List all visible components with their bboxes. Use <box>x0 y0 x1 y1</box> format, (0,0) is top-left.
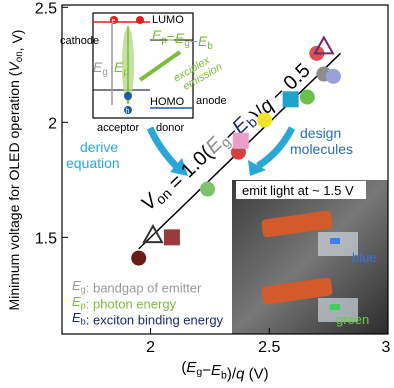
hole <box>124 92 132 100</box>
subscript: g <box>196 366 202 378</box>
subscript: on <box>14 51 25 62</box>
photo-label: green <box>336 312 369 327</box>
subscript: g <box>81 285 86 295</box>
point <box>142 224 164 244</box>
photo-label: blue <box>352 250 377 265</box>
text-part: )/ <box>227 365 237 382</box>
y-tick-label: 1.5 <box>35 230 57 247</box>
symbol: E <box>198 33 208 49</box>
homo-label: HOMO <box>150 96 185 108</box>
note: Eg: bandgap of emitter <box>72 278 202 296</box>
point <box>257 112 273 128</box>
point <box>313 35 335 55</box>
point <box>163 229 180 246</box>
caption-bg <box>236 181 366 199</box>
symbol: E <box>93 59 103 75</box>
point <box>299 89 315 105</box>
note: Eb: exciton binding energy <box>72 310 224 328</box>
subscript: p <box>161 35 167 46</box>
design-label: design molecules <box>290 125 353 157</box>
inset-diagram <box>92 12 194 119</box>
arrow-text: design <box>300 125 341 141</box>
symbol: E <box>175 30 185 46</box>
subscript: b <box>221 369 227 381</box>
subscript: g <box>184 38 189 49</box>
point <box>325 68 341 84</box>
arrowhead <box>170 158 188 176</box>
subscript: p <box>81 301 86 311</box>
electron-label: e <box>112 18 116 25</box>
symbol: V <box>6 61 22 72</box>
x-tick-label: 2 <box>146 339 155 356</box>
arrow-text: molecules <box>290 141 353 157</box>
symbol: E <box>72 294 81 309</box>
x-tick-label: 3 <box>382 339 391 356</box>
point <box>232 132 249 149</box>
ep-label: Ep <box>114 59 129 78</box>
emission-label: exciplexemission <box>172 51 225 95</box>
text-part: = <box>167 30 175 46</box>
arrowhead <box>248 160 266 176</box>
anode-label: anode <box>196 95 227 107</box>
eg-label: Eg <box>93 59 108 78</box>
arrow-text: equation <box>66 155 120 171</box>
donor-label: donor <box>156 122 184 134</box>
note: Ep: photon energy <box>72 294 177 312</box>
text-part: − <box>190 33 198 49</box>
photo-devices <box>261 210 358 322</box>
text-part: , V) <box>9 30 25 52</box>
y-tick-label: 2.5 <box>35 0 57 17</box>
arrow <box>256 126 296 169</box>
arrow <box>146 126 181 171</box>
subscript: p <box>123 67 129 78</box>
electron <box>110 16 118 24</box>
x-axis-label: (Eg−Eb)/q (V) <box>181 359 268 382</box>
symbol: E <box>186 359 197 376</box>
subscript: b <box>207 41 213 52</box>
plot-frame <box>61 4 389 335</box>
point <box>131 250 147 266</box>
y-tick-label: 2 <box>48 115 57 132</box>
text-part: (V) <box>244 365 268 382</box>
photo-caption: emit light at ~ 1.5 V <box>242 183 354 198</box>
point <box>282 91 299 108</box>
text-part: : exciton binding energy <box>86 313 224 328</box>
y-axis-label: Minimum voltage for OLED operation (Von,… <box>6 30 25 311</box>
text-part: − <box>202 362 211 379</box>
subscript: g <box>102 67 107 78</box>
symbol: E <box>72 310 81 325</box>
symbol: E <box>211 362 222 379</box>
point <box>200 181 216 197</box>
text-part: : bandgap of emitter <box>86 281 202 296</box>
text-part: Minimum voltage for OLED operation ( <box>6 71 22 310</box>
symbol: q <box>236 365 245 382</box>
arrow-text: derive <box>80 139 118 155</box>
cathode-label: cathode <box>60 35 99 47</box>
text-part: ( <box>181 359 186 376</box>
lumo-label: LUMO <box>152 14 184 26</box>
text-part: : photon energy <box>86 297 177 312</box>
x-tick-label: 2.5 <box>258 339 280 356</box>
symbol: E <box>114 59 124 75</box>
photo <box>232 180 388 334</box>
derive-label: derive equation <box>66 139 120 171</box>
subscript: b <box>81 317 86 327</box>
relation-label: Ep=Eg−Eb <box>152 27 213 52</box>
hole-label: h <box>126 108 130 115</box>
symbol: E <box>152 27 162 43</box>
hole <box>124 106 132 114</box>
electron <box>136 16 144 24</box>
symbol: E <box>72 278 81 293</box>
acceptor-label: acceptor <box>97 122 140 134</box>
